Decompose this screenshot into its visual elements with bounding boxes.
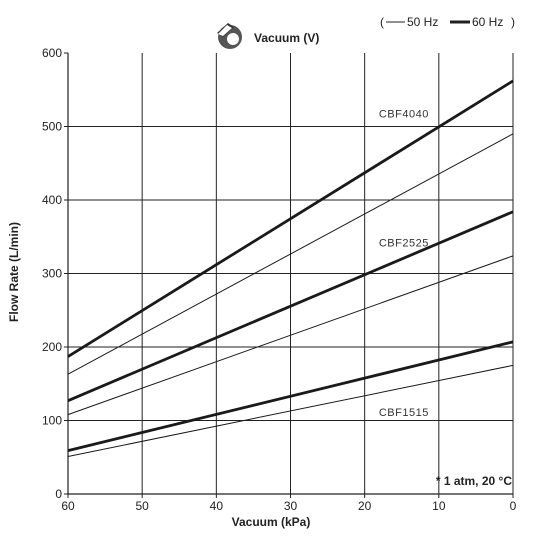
x-tick-label-30: 30 [284,499,298,513]
y-tick-label-400: 400 [42,193,62,207]
y-tick-label-100: 100 [42,414,62,428]
legend: ( 50 Hz 60 Hz ) [380,15,515,29]
series-line-cbf2525-60hz-2 [67,210,514,402]
x-tick-label-40: 40 [210,499,224,513]
y-tick-label-600: 600 [42,46,62,60]
x-tick-label-10: 10 [432,499,446,513]
series-line-curve-50hz-5 [67,364,514,458]
y-tick-label-500: 500 [42,120,62,134]
series-label-cbf4040: CBF4040 [379,109,429,121]
series-line-cbf4040-60hz-0 [67,79,514,358]
x-tick-label-0: 0 [510,499,517,513]
legend-label-60hz: 60 Hz [472,15,503,29]
series-lines [67,79,514,458]
y-tick-label-300: 300 [42,267,62,281]
y-tick-label-0: 0 [55,487,62,501]
chart-title: Vacuum (V) [254,31,319,45]
series-line-curve-50hz-1 [67,133,514,375]
series-line-cbf1515-60hz-4 [67,340,514,452]
grid [68,53,514,494]
x-tick-label-20: 20 [358,499,372,513]
series-labels: CBF4040 CBF2525 CBF1515 [379,109,429,419]
y-tick-label-200: 200 [42,340,62,354]
vacuum-logo-icon [217,23,242,49]
x-tick-label-60: 60 [61,499,75,513]
series-line-curve-50hz-3 [67,255,514,416]
x-tick-label-50: 50 [135,499,149,513]
legend-close-paren: ) [511,15,515,29]
condition-note: * 1 atm, 20 °C [436,474,513,488]
y-axis-label: Flow Rate (L/min) [7,222,21,322]
x-axis-label: Vacuum (kPa) [232,515,311,529]
legend-open-paren: ( [380,15,384,29]
series-label-cbf1515: CBF1515 [379,407,429,419]
legend-label-50hz: 50 Hz [407,15,438,29]
series-label-cbf2525: CBF2525 [379,237,429,249]
